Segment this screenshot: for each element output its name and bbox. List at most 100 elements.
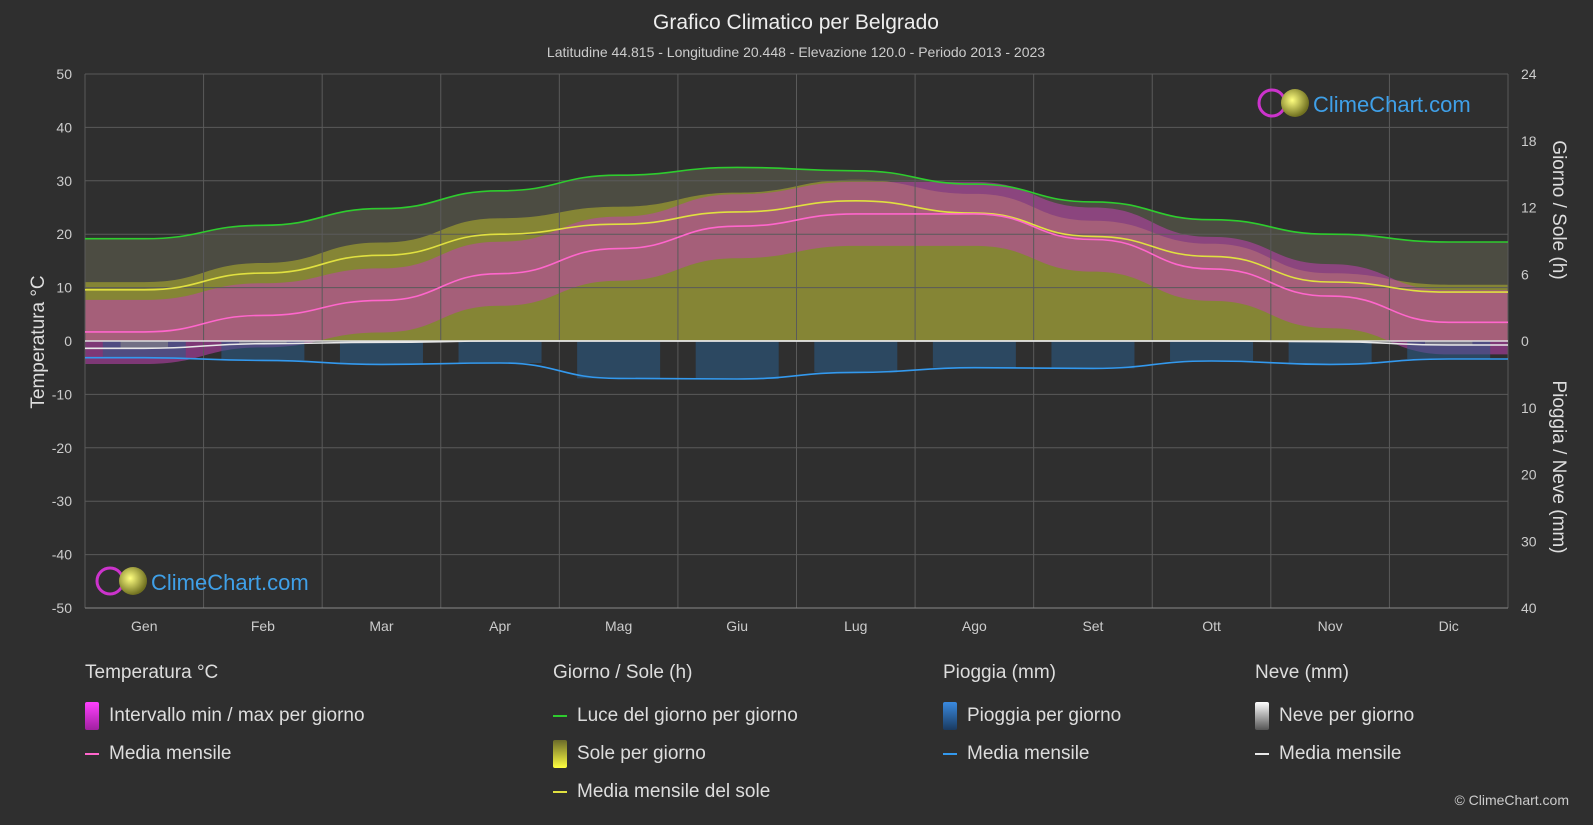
legend-sun: Giorno / Sole (h) Luce del giorno per gi… [553, 662, 798, 811]
legend-item: Sole per giorno [553, 735, 798, 773]
y-tick-label-left: -20 [52, 440, 72, 456]
x-tick-label: Nov [1318, 618, 1343, 634]
y-tick-label-right-top: 18 [1521, 133, 1537, 149]
daylight-swatch [553, 715, 567, 717]
logo-globe-icon [1281, 89, 1309, 117]
legend-label: Media mensile del sole [577, 781, 771, 802]
legend-temperature: Temperatura °C Intervallo min / max per … [85, 662, 365, 773]
x-tick-label: Mag [605, 618, 632, 634]
temp-mean-swatch [85, 753, 99, 755]
sunshine-swatch [553, 740, 567, 768]
x-tick-label: Set [1082, 618, 1103, 634]
y-tick-label-right-top: 6 [1521, 266, 1529, 282]
y-axis-right-top-label: Giorno / Sole (h) [1548, 140, 1569, 279]
rain-mean-swatch [943, 753, 957, 755]
snow-mean-swatch [1255, 753, 1269, 755]
daylight-line [84, 166, 1508, 243]
chart-lines [84, 166, 1508, 380]
x-tick-label: Giu [726, 618, 748, 634]
legend-label: Sole per giorno [577, 743, 706, 764]
y-tick-label-right-bottom: 10 [1521, 400, 1537, 416]
rain-mean-line [85, 356, 1508, 380]
rain-bar [221, 341, 305, 361]
climate-chart: Grafico Climatico per Belgrado Latitudin… [28, 11, 1569, 634]
rain-bar [339, 341, 423, 365]
x-tick-label: Ott [1202, 618, 1221, 634]
legend-label: Media mensile [109, 743, 232, 764]
legend-item: Neve per giorno [1255, 697, 1414, 735]
chart-axes: 50 40 30 20 10 0 -10 -20 -30 -40 -50 24 18 12 6 0 10 20 30… [52, 66, 1537, 634]
legend-title: Pioggia (mm) [943, 662, 1056, 683]
snow-bar [239, 341, 287, 344]
x-tick-label: Feb [251, 618, 275, 634]
y-tick-label-left: 20 [56, 226, 72, 242]
y-tick-label-left: -50 [52, 600, 72, 616]
y-tick-label-left: -10 [52, 386, 72, 402]
legend-item: Media mensile [85, 735, 365, 773]
x-tick-label: Mar [369, 618, 393, 634]
x-tick-label: Dic [1439, 618, 1459, 634]
legend-item: Media mensile [943, 735, 1121, 773]
legend-label: Luce del giorno per giorno [577, 705, 798, 726]
copyright: © ClimeChart.com [1454, 792, 1569, 808]
snow-mean-line [85, 340, 1508, 350]
y-tick-label-left: -40 [52, 547, 72, 563]
chart-subtitle: Latitudine 44.815 - Longitudine 20.448 -… [547, 44, 1045, 60]
legend-item: Pioggia per giorno [943, 697, 1121, 735]
y-tick-label-right-bottom: 30 [1521, 533, 1537, 549]
y-axis-right-bottom-label: Pioggia / Neve (mm) [1548, 380, 1569, 553]
legend-title: Giorno / Sole (h) [553, 662, 693, 683]
legend-rain: Pioggia (mm) Pioggia per giorno Media me… [943, 662, 1121, 773]
sun-mean-swatch [553, 791, 567, 793]
rain-bar [577, 341, 661, 379]
snow-bar [1424, 341, 1473, 346]
rain-bar [814, 341, 898, 373]
legend-title: Temperatura °C [85, 662, 219, 683]
snow-swatch [1255, 702, 1269, 730]
watermark-text: ClimeChart.com [1313, 92, 1471, 117]
legend-label: Media mensile [1279, 743, 1402, 764]
rain-bar [458, 341, 542, 364]
temp-range-swatch [85, 702, 99, 730]
y-tick-label-right-top: 0 [1521, 333, 1529, 349]
rain-bar [695, 341, 779, 380]
chart-title: Grafico Climatico per Belgrado [653, 11, 939, 34]
x-tick-label: Apr [489, 618, 511, 634]
legend-label: Intervallo min / max per giorno [109, 705, 365, 726]
legend-item: Intervallo min / max per giorno [85, 697, 365, 735]
x-tick-label: Gen [131, 618, 157, 634]
precipitation-bars [102, 341, 1491, 380]
y-tick-label-right-top: 12 [1521, 200, 1537, 216]
x-tick-label: Lug [844, 618, 867, 634]
sun-mean-line [85, 199, 1508, 293]
y-tick-label-left: 40 [56, 119, 72, 135]
logo-globe-icon [119, 567, 147, 595]
legend-title: Neve (mm) [1255, 662, 1349, 683]
legend-snow: Neve (mm) Neve per giorno Media mensile [1255, 662, 1414, 773]
rain-bar [932, 341, 1016, 368]
y-tick-label-left: 10 [56, 280, 72, 296]
legend-item: Luce del giorno per giorno [553, 697, 798, 735]
rain-bar [1051, 341, 1135, 369]
y-tick-label-right-top: 24 [1521, 66, 1537, 82]
temp-mean-line [84, 213, 1508, 333]
watermark-text: ClimeChart.com [151, 570, 309, 595]
y-tick-label-left: -30 [52, 493, 72, 509]
x-tick-label: Ago [962, 618, 987, 634]
watermark-top: ClimeChart.com [1257, 88, 1471, 118]
legend-label: Media mensile [967, 743, 1090, 764]
y-axis-left-label: Temperatura °C [28, 275, 49, 408]
rain-bar [1170, 341, 1254, 362]
y-tick-label-left: 30 [56, 173, 72, 189]
snow-bar [120, 341, 169, 349]
legend-item: Media mensile del sole [553, 773, 798, 811]
y-tick-label-right-bottom: 40 [1521, 600, 1537, 616]
rain-swatch [943, 702, 957, 730]
watermark-bottom: ClimeChart.com [95, 566, 309, 596]
legend-item: Media mensile [1255, 735, 1414, 773]
y-tick-label-right-bottom: 20 [1521, 467, 1537, 483]
legend-label: Pioggia per giorno [967, 705, 1122, 726]
y-tick-label-left: 50 [56, 66, 72, 82]
rain-bar [1288, 341, 1372, 365]
y-tick-label-left: 0 [64, 333, 72, 349]
